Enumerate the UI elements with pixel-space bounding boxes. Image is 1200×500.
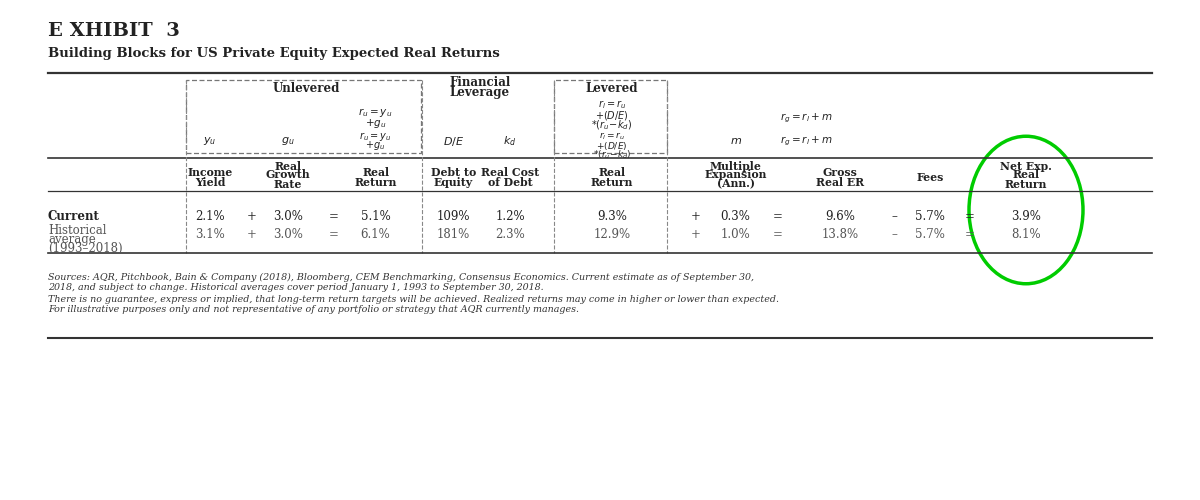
Text: 181%: 181%: [437, 228, 470, 241]
Text: $+(D/E)$: $+(D/E)$: [595, 108, 629, 122]
Text: Gross: Gross: [822, 167, 858, 178]
Text: 3.0%: 3.0%: [274, 210, 302, 224]
Text: $y_u$: $y_u$: [203, 135, 217, 147]
Text: There is no guarantee, express or implied, that long-term return targets will be: There is no guarantee, express or implie…: [48, 294, 779, 304]
Text: +: +: [691, 210, 701, 224]
Text: =: =: [773, 228, 782, 241]
Text: Real: Real: [1013, 170, 1039, 180]
Text: (Ann.): (Ann.): [716, 178, 755, 190]
Text: Debt to: Debt to: [431, 167, 476, 178]
Text: Historical: Historical: [48, 224, 107, 236]
Text: Return: Return: [590, 177, 634, 188]
Text: 5.7%: 5.7%: [916, 228, 944, 241]
Text: 3.1%: 3.1%: [196, 228, 224, 241]
Text: $r_u = y_u$: $r_u = y_u$: [360, 130, 391, 143]
Text: of Debt: of Debt: [487, 177, 533, 188]
Text: $*(r_u\!-\!k_d)$: $*(r_u\!-\!k_d)$: [592, 118, 632, 132]
Text: 8.1%: 8.1%: [1012, 228, 1040, 241]
Text: $g_u$: $g_u$: [281, 135, 295, 147]
Text: Equity: Equity: [434, 177, 473, 188]
Text: Leverage: Leverage: [450, 86, 510, 99]
Text: 2018, and subject to change. Historical averages cover period January 1, 1993 to: 2018, and subject to change. Historical …: [48, 284, 544, 292]
Text: 3.9%: 3.9%: [1012, 210, 1040, 224]
Text: Growth: Growth: [265, 170, 311, 180]
Text: 2.3%: 2.3%: [496, 228, 524, 241]
Text: For illustrative purposes only and not representative of any portfolio or strate: For illustrative purposes only and not r…: [48, 305, 580, 314]
Text: $*(r_u\!-\!k_d)$: $*(r_u\!-\!k_d)$: [593, 148, 631, 161]
Text: 1.2%: 1.2%: [496, 210, 524, 224]
Text: 2.1%: 2.1%: [196, 210, 224, 224]
Text: Financial: Financial: [449, 76, 511, 89]
Text: Return: Return: [354, 177, 397, 188]
Text: 6.1%: 6.1%: [361, 228, 390, 241]
Text: $k_d$: $k_d$: [503, 134, 517, 148]
Text: Multiple: Multiple: [709, 160, 762, 172]
Text: Real Cost: Real Cost: [481, 167, 539, 178]
Text: =: =: [329, 210, 338, 224]
Text: =: =: [773, 210, 782, 224]
Text: Fees: Fees: [917, 172, 943, 183]
Text: 9.3%: 9.3%: [598, 210, 626, 224]
Text: Real: Real: [362, 167, 389, 178]
Text: $r_u = y_u$: $r_u = y_u$: [359, 106, 392, 119]
Text: 1.0%: 1.0%: [721, 228, 750, 241]
Text: =: =: [329, 228, 338, 241]
Text: Unlevered: Unlevered: [272, 82, 340, 96]
Text: $D/E$: $D/E$: [443, 134, 464, 147]
Text: Rate: Rate: [274, 178, 302, 190]
Text: $m$: $m$: [730, 136, 742, 146]
Text: $r_l = r_u$: $r_l = r_u$: [598, 98, 626, 112]
Text: $r_g = r_l + m$: $r_g = r_l + m$: [780, 134, 833, 147]
Text: $r_l = r_u$: $r_l = r_u$: [599, 130, 625, 142]
Text: E XHIBIT  3: E XHIBIT 3: [48, 22, 180, 40]
Text: 5.7%: 5.7%: [916, 210, 944, 224]
Text: Expansion: Expansion: [704, 170, 767, 180]
Text: Building Blocks for US Private Equity Expected Real Returns: Building Blocks for US Private Equity Ex…: [48, 48, 499, 60]
Text: Real: Real: [275, 160, 301, 172]
Text: Yield: Yield: [194, 177, 226, 188]
Text: (1993–2018): (1993–2018): [48, 242, 122, 254]
Text: Net Exp.: Net Exp.: [1000, 160, 1052, 172]
Text: 3.0%: 3.0%: [274, 228, 302, 241]
Text: $+ g_u$: $+ g_u$: [365, 118, 386, 130]
Text: 13.8%: 13.8%: [822, 228, 858, 241]
Text: 9.6%: 9.6%: [826, 210, 854, 224]
Text: Real: Real: [599, 167, 625, 178]
Text: =: =: [965, 228, 974, 241]
Text: 12.9%: 12.9%: [594, 228, 630, 241]
Text: –: –: [892, 228, 896, 241]
Text: $+ g_u$: $+ g_u$: [366, 140, 385, 152]
Text: Return: Return: [1004, 178, 1048, 190]
Text: 5.1%: 5.1%: [361, 210, 390, 224]
Text: +: +: [247, 210, 257, 224]
Text: Current: Current: [48, 210, 100, 224]
Text: average: average: [48, 232, 96, 245]
Text: $r_g = r_l + m$: $r_g = r_l + m$: [780, 112, 833, 125]
Text: +: +: [691, 228, 701, 241]
Text: Sources: AQR, Pitchbook, Bain & Company (2018), Bloomberg, CEM Benchmarking, Con: Sources: AQR, Pitchbook, Bain & Company …: [48, 272, 754, 281]
Text: =: =: [965, 210, 974, 224]
Text: –: –: [892, 210, 896, 224]
Text: Income: Income: [187, 167, 233, 178]
Text: $+(D/E)$: $+(D/E)$: [596, 140, 628, 152]
Text: 109%: 109%: [437, 210, 470, 224]
Text: Levered: Levered: [586, 82, 638, 96]
Text: +: +: [247, 228, 257, 241]
Text: 0.3%: 0.3%: [721, 210, 750, 224]
Text: Real ER: Real ER: [816, 177, 864, 188]
